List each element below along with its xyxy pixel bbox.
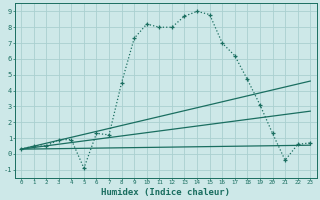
X-axis label: Humidex (Indice chaleur): Humidex (Indice chaleur) xyxy=(101,188,230,197)
